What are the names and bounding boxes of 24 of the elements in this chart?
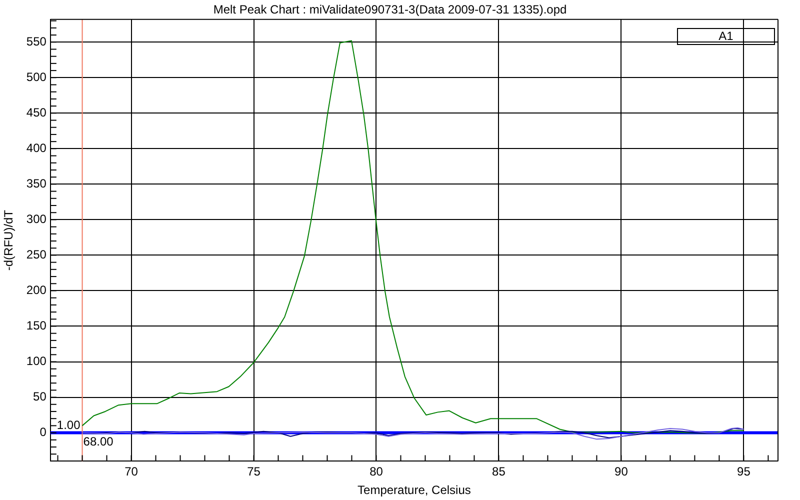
y-tick-label: 550 xyxy=(26,34,47,48)
x-tick-label: 80 xyxy=(370,464,384,479)
y-tick-label: 0 xyxy=(40,425,47,440)
y-axis-title: -d(RFU)/dT xyxy=(2,209,16,271)
y-tick-label: 100 xyxy=(26,354,47,368)
x-axis-title: Temperature, Celsius xyxy=(358,483,471,498)
annotation: A1 xyxy=(718,29,734,43)
x-tick-label: 95 xyxy=(737,464,751,479)
y-tick-label: 150 xyxy=(26,318,47,333)
y-tick-label: 300 xyxy=(26,212,47,226)
y-tick-label: 50 xyxy=(33,390,47,404)
y-tick-label: 400 xyxy=(26,140,47,155)
annotation: 1.00 xyxy=(56,418,81,432)
y-tick-label: 450 xyxy=(26,105,47,120)
x-tick-label: 75 xyxy=(247,464,261,479)
y-tick-label: 200 xyxy=(26,283,47,298)
x-tick-label: 90 xyxy=(614,464,628,479)
y-tick-label: 350 xyxy=(26,176,47,190)
ref-line-label: 68.00 xyxy=(83,434,114,449)
y-tick-label: 500 xyxy=(26,70,47,84)
chart-title: Melt Peak Chart : miValidate090731-3(Data 2009-07-31 1335).opd xyxy=(213,2,567,17)
y-tick-label: 250 xyxy=(26,248,47,262)
x-tick-label: 85 xyxy=(492,464,506,479)
x-tick-label: 70 xyxy=(124,464,138,479)
